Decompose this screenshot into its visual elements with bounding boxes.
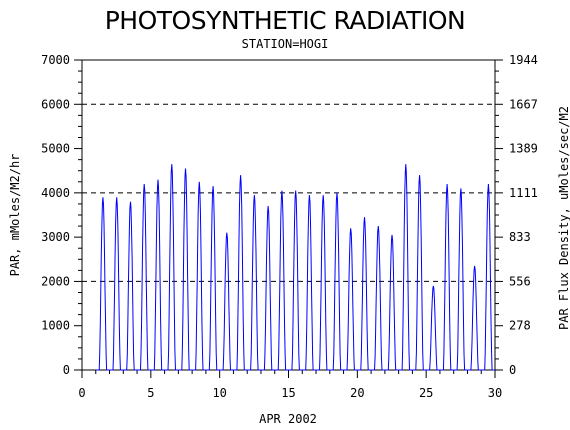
chart-title: PHOTOSYNTHETIC RADIATION [105, 6, 466, 35]
par-line [95, 164, 495, 371]
par-series [95, 164, 495, 371]
y-tick-label: 7000 [41, 53, 70, 67]
y-tick-label: 2000 [41, 274, 70, 288]
x-axis: 0 5 10 15 20 25 30 [78, 370, 502, 400]
x-tick-label: 15 [281, 386, 295, 400]
plot-frame [81, 59, 496, 371]
y2-tick-label: 1389 [509, 142, 538, 156]
y-axis-label: PAR, mMoles/M2/hr [8, 154, 22, 277]
grid-lines [82, 103, 495, 282]
y2-tick-label: 1111 [509, 186, 538, 200]
x-tick-label: 20 [350, 386, 364, 400]
y-tick-label: 5000 [41, 142, 70, 156]
y2-axis-label: PAR Flux Density, uMoles/sec/M2 [557, 106, 570, 330]
x-tick-label: 5 [147, 386, 154, 400]
y-tick-label: 4000 [41, 186, 70, 200]
y2-tick-label: 833 [509, 230, 531, 244]
y-tick-label: 1000 [41, 319, 70, 333]
y2-tick-label: 278 [509, 319, 531, 333]
y2-tick-label: 556 [509, 274, 531, 288]
x-tick-label: 25 [419, 386, 433, 400]
y2-tick-label: 0 [509, 363, 516, 377]
chart-subtitle: STATION=HOGI [242, 37, 329, 51]
y2-tick-label: 1944 [509, 53, 538, 67]
y-axis-left: 0 1000 2000 3000 4000 5000 6000 7000 [41, 53, 82, 377]
x-tick-label: 10 [212, 386, 226, 400]
y-tick-label: 0 [63, 363, 70, 377]
y-tick-label: 6000 [41, 97, 70, 111]
x-tick-label: 0 [78, 386, 85, 400]
y-tick-label: 3000 [41, 230, 70, 244]
y-axis-right: 0 278 556 833 1111 1389 1667 1944 [495, 53, 538, 377]
x-axis-label: APR 2002 [259, 412, 317, 426]
x-tick-label: 30 [488, 386, 502, 400]
y2-tick-label: 1667 [509, 97, 538, 111]
